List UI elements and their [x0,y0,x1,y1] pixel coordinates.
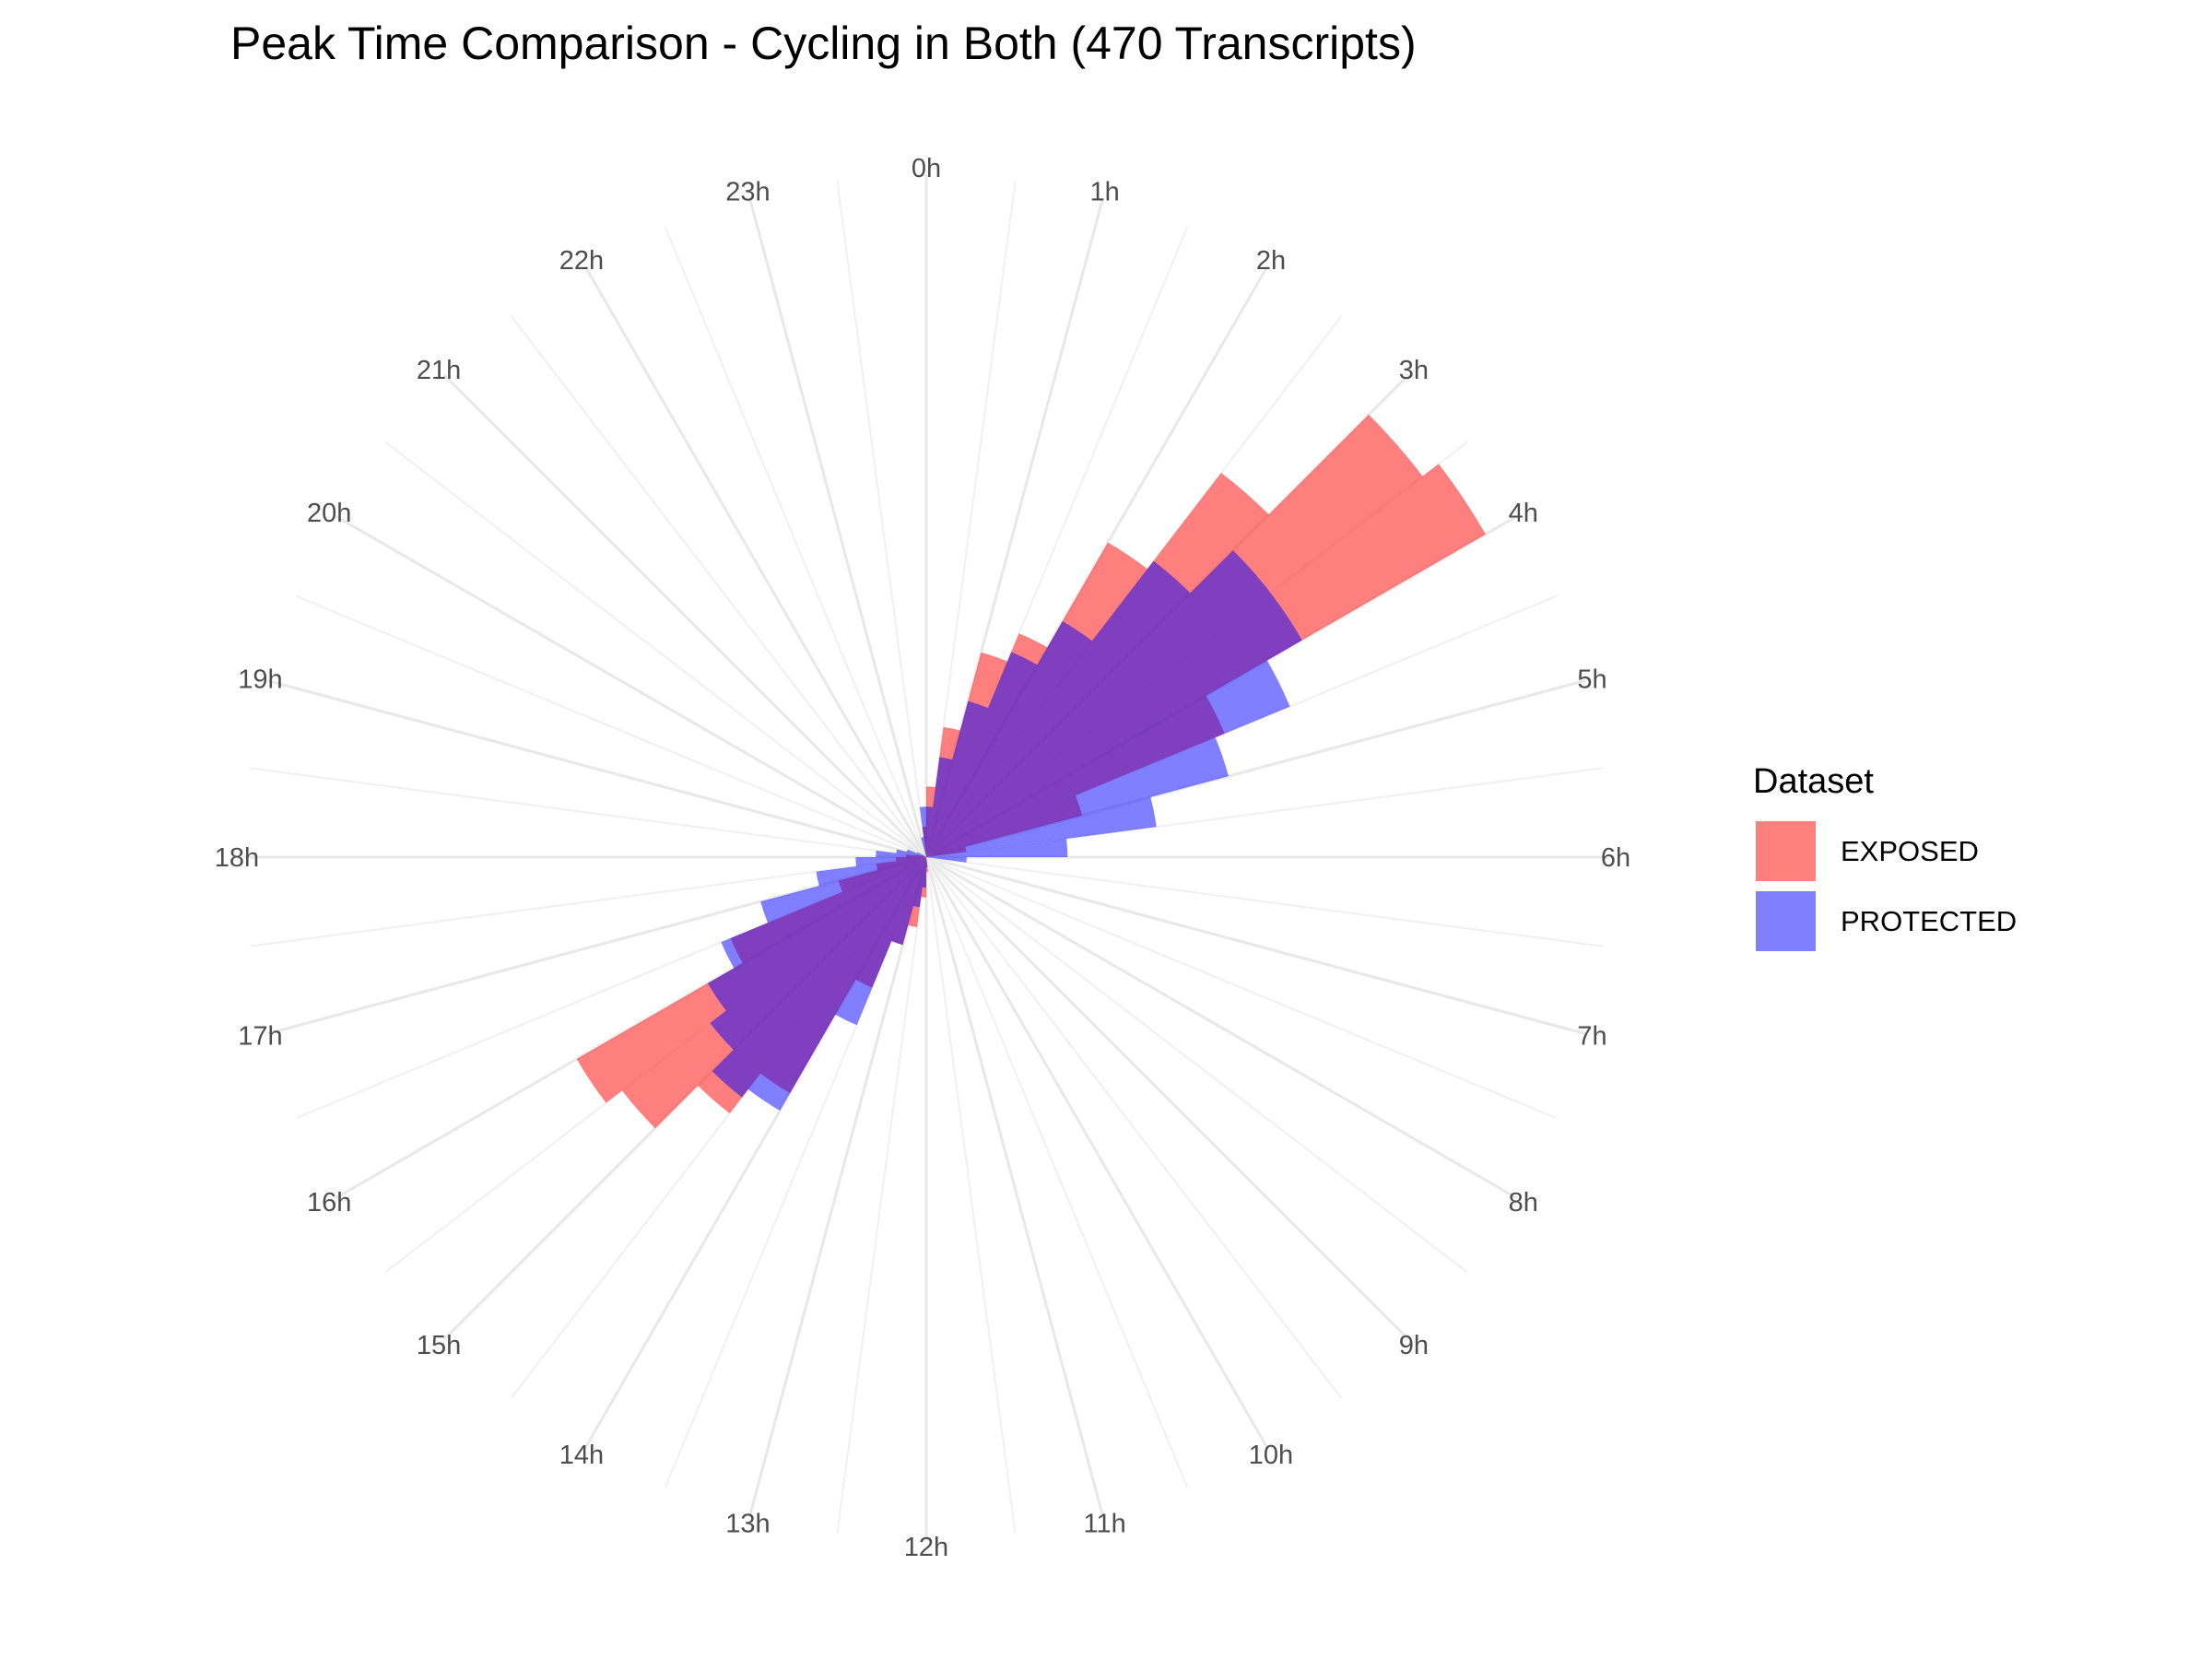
grid-spoke-major [266,855,927,1035]
hour-tick-label: 3h [1399,356,1429,385]
bar-protected [926,700,988,857]
grid-spoke-minor [925,856,1603,947]
bar-protected [926,839,1068,857]
bar-protected [912,857,926,908]
bar-protected [926,593,1302,857]
grid-spoke-major [335,514,927,859]
bar-protected [926,806,934,857]
hour-tick-label: 13h [725,1510,770,1539]
hour-tick-label: 9h [1399,1331,1429,1360]
hour-tick-label: 22h [559,246,604,276]
grid-spoke-minor [250,856,927,947]
hour-labels: 0h 1h 2h 3h 4h 5h 6h 7h 8h 9h 10h 11h 12h 13h 14h 15h 16… [215,154,1630,1562]
hour-tick-label: 12h [904,1533,948,1562]
bar-protected [926,560,1191,857]
grid-spoke-minor [664,226,927,858]
grid-spoke-major [442,373,928,859]
hour-tick-label: 11h [1083,1510,1125,1539]
grid-spoke-major [925,855,1586,1035]
bar-protected [926,757,953,857]
bar-protected [876,850,926,857]
grid-spoke-major [924,856,1104,1517]
grid-spoke-minor [925,856,1189,1488]
hour-tick-label: 16h [307,1188,351,1218]
hour-tick-label: 17h [238,1022,282,1052]
hour-tick-label: 20h [307,499,351,528]
legend-label-exposed: EXPOSED [1841,835,1979,867]
grid-spoke-major [266,679,927,859]
legend-title: Dataset [1753,762,1874,801]
bar-protected [855,857,926,866]
bar-protected [922,853,926,857]
bar-protected [919,806,926,857]
legend-key-exposed [1756,821,1816,881]
legend: Dataset EXPOSED PROTECTED [1753,762,2017,951]
hour-tick-label: 1h [1089,178,1119,207]
hour-tick-label: 5h [1577,665,1606,694]
bar-protected [926,550,1271,857]
hour-tick-label: 14h [559,1441,604,1470]
hour-tick-label: 4h [1509,499,1538,528]
bar-protected [906,849,926,857]
bar-protected [712,857,926,1098]
grid-spoke-minor [295,594,927,858]
grid-spoke-major [748,856,928,1517]
bar-protected [747,857,926,1111]
grid-spoke-minor [925,181,1017,858]
hour-tick-label: 0h [912,154,941,183]
grid-spoke-minor [925,856,1558,1120]
grid-spoke-minor [250,767,927,858]
legend-key-protected [1756,891,1816,951]
grid-spoke-minor [925,767,1603,858]
bar-protected [926,652,1038,857]
hour-tick-label: 7h [1577,1022,1606,1052]
hour-tick-label: 10h [1249,1441,1293,1470]
bar-protected [926,857,928,867]
bar-protected [816,857,926,887]
grid-spoke-minor [836,181,927,858]
bar-protected [721,857,926,969]
hour-tick-label: 6h [1601,843,1630,873]
hour-tick-label: 23h [725,178,770,207]
grid-spoke-minor [836,856,927,1534]
grid-spoke-major [583,265,928,858]
bar-protected [926,660,1290,857]
bar-protected [916,852,926,857]
grid-spoke-minor [384,441,927,858]
hour-tick-label: 15h [417,1331,461,1360]
bar-protected [921,837,926,857]
bar-protected [707,857,926,1011]
bar-protected [926,621,1092,857]
grid-spoke-major [748,197,928,858]
hour-tick-label: 18h [215,843,259,873]
bar-protected [926,796,1157,857]
grid-spoke-major [925,855,1518,1200]
grid-spoke-minor [510,315,927,858]
bar-protected [891,857,926,946]
chart-title: Peak Time Comparison - Cycling in Both (… [230,18,1417,69]
series-protected [707,550,1302,1111]
hour-tick-label: 21h [417,356,461,385]
hour-tick-label: 19h [238,665,282,694]
bar-protected [710,857,926,1051]
grid-spoke-minor [925,856,1343,1399]
grid-spoke-major [924,856,1269,1449]
bar-protected [896,849,926,857]
bar-protected [926,737,1229,857]
bar-protected [926,857,967,863]
grid-spoke-minor [925,856,1468,1274]
bar-protected [835,857,926,1026]
grid-spoke-minor [925,856,1017,1534]
hour-tick-label: 8h [1509,1188,1538,1218]
hour-tick-label: 2h [1256,246,1286,276]
bar-protected [760,857,926,924]
grid-spoke-major [924,855,1410,1341]
legend-label-protected: PROTECTED [1841,905,2017,937]
bar-protected [922,857,926,888]
